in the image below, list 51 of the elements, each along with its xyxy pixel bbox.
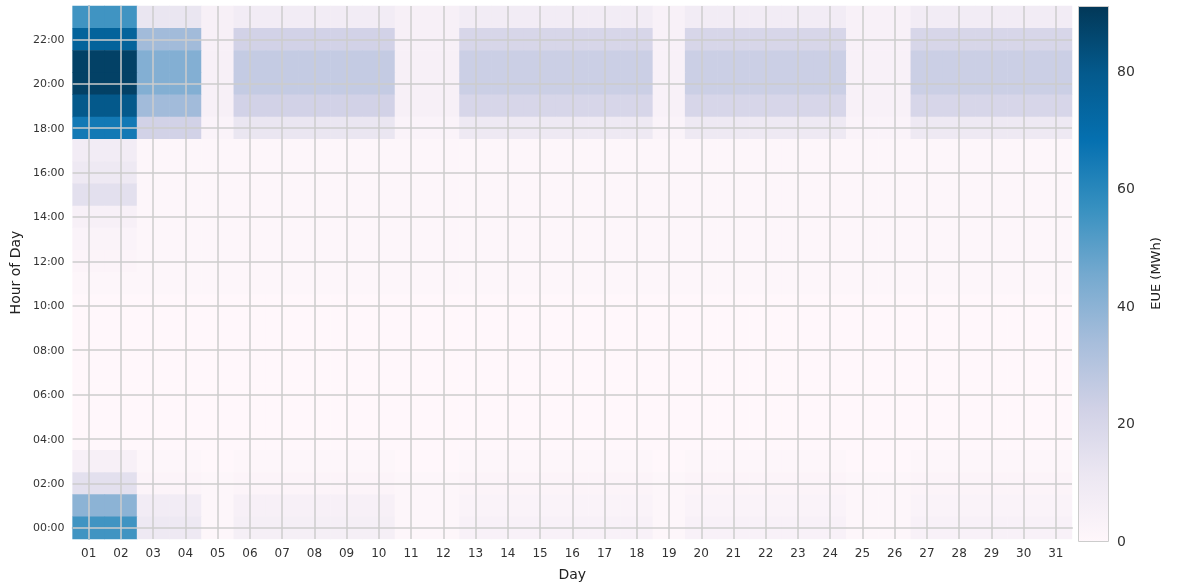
x-tick-label: 07 xyxy=(274,546,290,560)
y-tick-label: 06:00 xyxy=(32,388,65,402)
color-bar-label: 60 xyxy=(1117,180,1135,197)
y-tick-label: 18:00 xyxy=(32,121,65,135)
x-tick-label: 05 xyxy=(210,546,226,560)
y-tick-label: 10:00 xyxy=(32,299,65,313)
x-tick-label: 02 xyxy=(113,546,129,560)
x-tick-label: 12 xyxy=(435,546,451,560)
y-tick-label: 16:00 xyxy=(32,166,65,180)
x-tick-label: 28 xyxy=(951,546,967,560)
color-bar-label: 20 xyxy=(1117,415,1135,432)
x-tick-label: 10 xyxy=(371,546,387,560)
x-tick-label: 21 xyxy=(725,546,742,560)
x-axis-title: Day xyxy=(558,566,587,582)
y-tick-label: 12:00 xyxy=(32,254,65,268)
y-tick-label: 08:00 xyxy=(32,343,65,357)
x-tick-label: 13 xyxy=(467,546,484,560)
x-tick-label: 03 xyxy=(145,546,161,560)
x-tick-label: 06 xyxy=(242,546,258,560)
y-tick-label: 02:00 xyxy=(32,476,65,490)
y-tick-label: 22:00 xyxy=(32,32,65,46)
color-bar-label: 80 xyxy=(1117,62,1135,79)
x-tick-label: 16 xyxy=(564,546,580,560)
x-tick-label: 27 xyxy=(919,546,935,560)
x-tick-label: 23 xyxy=(790,546,806,560)
y-tick-label: 14:00 xyxy=(32,210,65,224)
y-axis-title: Hour of Day xyxy=(7,230,23,315)
color-bar-label: 0 xyxy=(1117,533,1126,549)
x-tick-label: 08 xyxy=(306,546,323,560)
color-bar-title: EUE (MWh) xyxy=(1148,237,1163,310)
x-tick-label: 18 xyxy=(629,546,645,560)
x-tick-label: 31 xyxy=(1048,546,1064,560)
x-tick-label: 17 xyxy=(596,546,613,560)
y-tick-label: 00:00 xyxy=(32,521,65,535)
x-tick-label: 15 xyxy=(532,546,548,560)
x-tick-label: 22 xyxy=(758,546,774,560)
color-bar-label: 40 xyxy=(1117,297,1135,314)
x-tick-label: 04 xyxy=(177,546,194,560)
x-tick-label: 01 xyxy=(81,546,97,560)
y-tick-label: 20:00 xyxy=(32,77,65,91)
x-tick-label: 11 xyxy=(403,546,419,560)
x-tick-label: 09 xyxy=(338,546,355,560)
x-tick-label: 20 xyxy=(693,546,709,560)
y-tick-label: 04:00 xyxy=(32,432,65,446)
x-tick-label: 25 xyxy=(854,546,871,560)
x-tick-label: 19 xyxy=(661,546,677,560)
x-tick-label: 29 xyxy=(983,546,1000,560)
x-tick-label: 26 xyxy=(887,546,903,560)
x-tick-label: 30 xyxy=(1016,546,1032,560)
x-tick-label: 24 xyxy=(822,546,838,560)
x-tick-label: 14 xyxy=(500,546,516,560)
